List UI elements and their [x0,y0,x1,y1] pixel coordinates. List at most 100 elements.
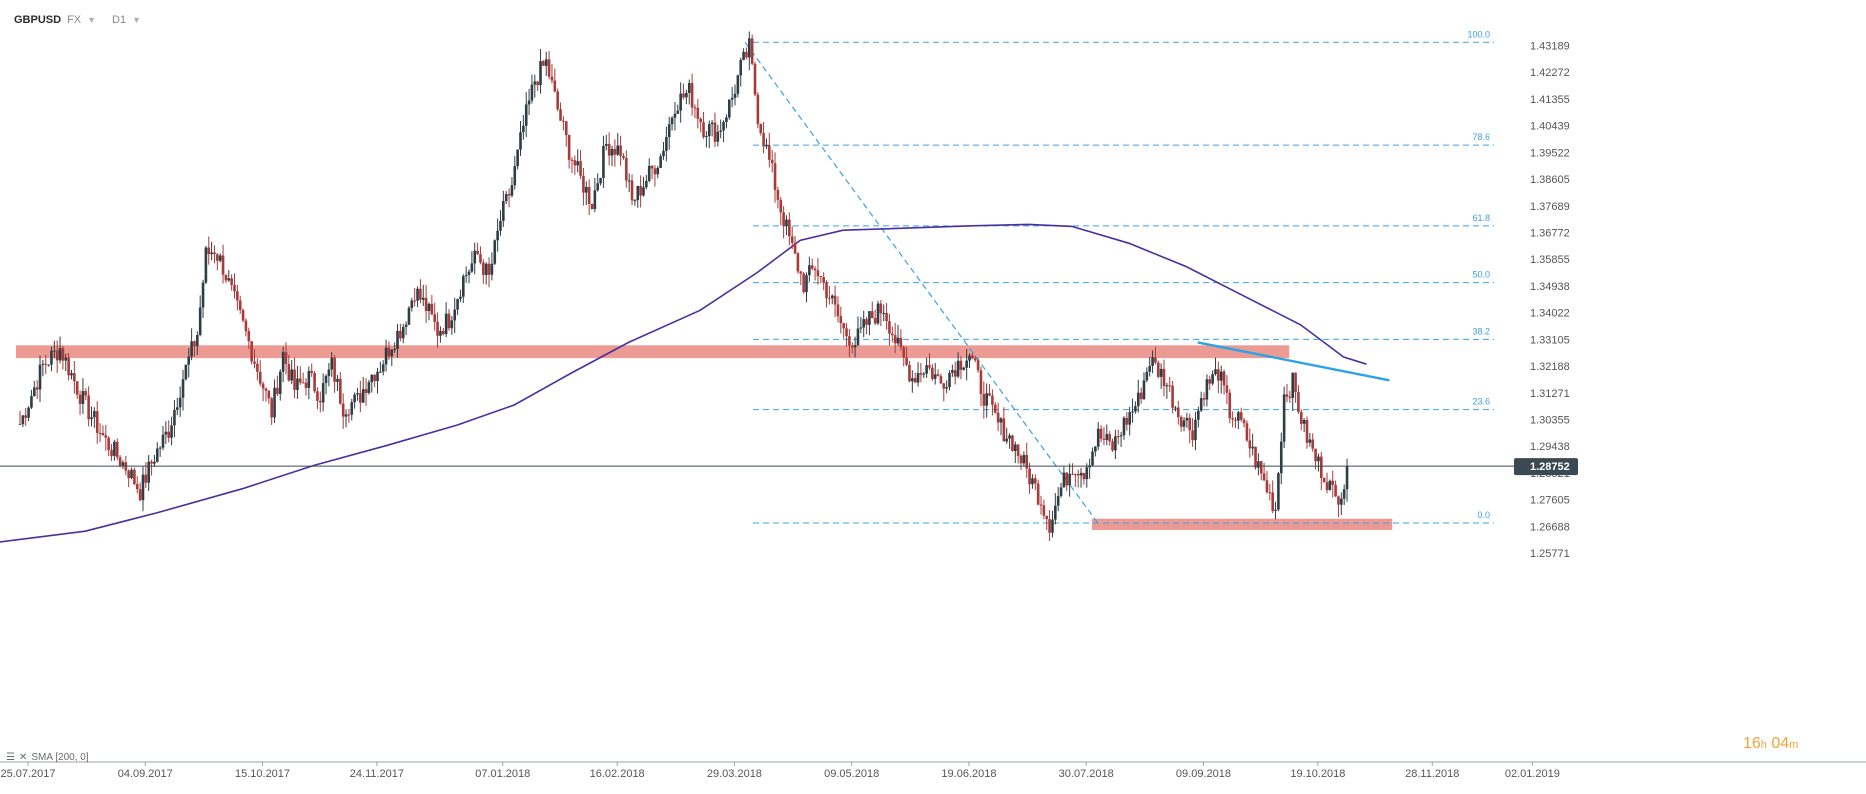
candle-body [173,409,176,426]
candle-body [250,341,253,362]
chevron-down-icon[interactable]: ▼ [132,15,142,25]
candle-body [1211,374,1214,384]
candle-body [645,181,648,188]
candle-body [1099,428,1103,439]
candle-body [267,390,271,399]
close-icon[interactable]: ✕ [18,752,28,763]
candle-body [593,190,597,210]
candle-body [30,396,33,408]
candle-body [559,109,562,121]
indicator-legend: ☰ ✕ SMA [200, 0] [6,752,89,763]
candle-body [584,187,588,193]
candle-body [1337,496,1340,505]
resistance-zone [16,345,1290,359]
y-tick-label: 1.39522 [1530,147,1570,159]
candle-body [745,51,748,58]
candle-body [361,389,365,403]
candle-body [67,357,70,376]
candle-body [1334,484,1337,497]
candle-body [396,330,399,349]
candle-body [799,271,803,274]
candle-body [913,378,917,383]
candle-body [965,360,968,368]
candle-body [536,81,539,86]
candle-body [773,163,777,190]
candle-body [1036,483,1040,505]
candle-body [722,121,725,131]
candle-body [319,400,322,403]
fib-level-label: 38.2 [1472,326,1490,336]
candle-body [1237,412,1240,421]
candle-body [1165,385,1169,387]
candle-body [705,136,708,138]
candle-body [462,276,465,297]
fib-level-label: 23.6 [1472,397,1490,407]
candle-body [602,145,605,179]
candle-body [699,118,702,123]
candle-body [196,334,199,347]
candle-body [564,121,568,136]
candle-body [21,415,25,425]
candle-body [1331,480,1335,485]
candle-body [27,407,30,418]
x-tick-label: 04.09.2017 [118,768,173,780]
candle-body [353,394,356,403]
candle-body [1094,446,1097,452]
candle-body [1291,372,1294,398]
candle-body [985,393,988,406]
y-tick-label: 1.43189 [1530,41,1570,53]
candle-body [1102,438,1106,440]
candle-body [739,60,743,76]
candle-body [627,180,631,182]
candle-body [667,124,671,138]
x-tick-label: 07.01.2018 [475,768,530,780]
candle-body [971,355,974,359]
candle-body [922,373,926,375]
candle-body [1285,394,1289,397]
candle-body [996,412,1000,423]
symbol-label[interactable]: GBPUSD [14,14,62,26]
candle-body [1131,411,1134,413]
candle-body [53,350,56,352]
candle-body [1148,365,1151,372]
candle-body [750,38,754,64]
candle-body [696,107,700,119]
menu-icon[interactable]: ☰ [6,752,15,763]
candle-body [1042,505,1046,516]
candle-body [138,489,142,501]
candle-body [244,320,248,332]
candle-body [1108,434,1111,442]
candle-body [656,167,660,175]
candle-body [339,378,342,404]
candle-body [533,81,537,85]
countdown-m-unit: m [1789,739,1799,751]
candle-body [287,364,291,381]
y-tick-label: 1.35855 [1530,254,1570,266]
candle-body [616,145,620,155]
market-label[interactable]: FX [67,14,82,26]
candle-body [868,311,871,325]
candle-body [1008,435,1011,439]
candle-body [782,212,785,226]
candle-body [556,91,559,110]
chevron-down-icon[interactable]: ▼ [87,15,97,25]
candle-body [522,125,525,133]
candle-body [653,168,657,175]
candle-body [504,194,508,202]
candle-body [155,448,159,462]
candle-body [1177,407,1180,418]
candle-body [925,365,928,374]
x-tick-label: 28.11.2018 [1405,768,1459,780]
candle-body [367,382,371,393]
candle-body [107,437,110,450]
interval-label[interactable]: D1 [112,14,127,26]
candle-body [610,149,614,156]
candle-body [153,461,156,464]
candle-body [1322,478,1326,483]
candle-body [181,379,185,398]
candle-body [410,300,414,308]
candle-body [1091,451,1094,466]
candle-body [625,157,628,181]
